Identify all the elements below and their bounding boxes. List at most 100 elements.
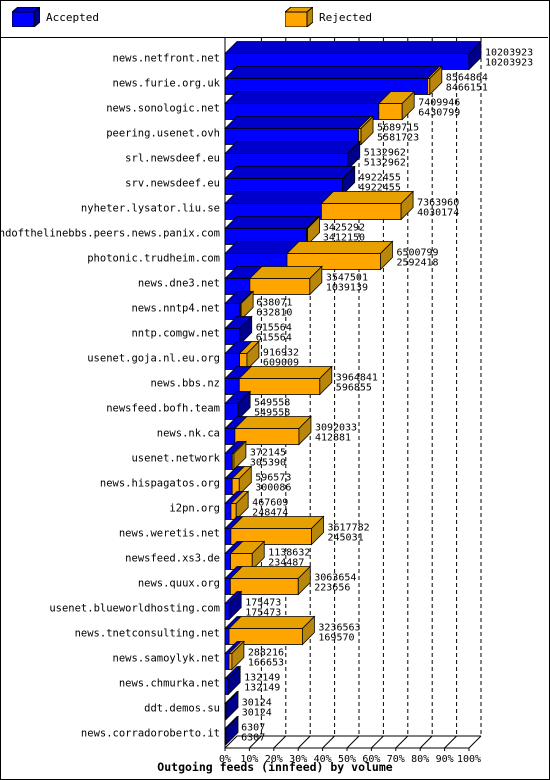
value-label-total: 3617782 bbox=[328, 523, 370, 534]
bar-accepted-side bbox=[468, 40, 482, 71]
value-label-total: 916932 bbox=[263, 348, 299, 359]
category-label: newsfeed.bofh.team bbox=[106, 403, 220, 415]
category-label: peering.usenet.ovh bbox=[106, 128, 220, 140]
value-label-total: 3425292 bbox=[323, 223, 365, 234]
legend-swatch-rejected bbox=[285, 7, 313, 27]
value-label-accepted: 234487 bbox=[268, 558, 304, 569]
category-label: news.dne3.net bbox=[138, 278, 220, 290]
value-label-total: 8564864 bbox=[446, 73, 488, 84]
category-label: newsfeed.xs3.de bbox=[125, 553, 220, 565]
x-tick-label: 100% bbox=[457, 754, 481, 765]
bar-rejected-side bbox=[246, 340, 260, 371]
bar-rejected bbox=[320, 203, 402, 220]
value-label-accepted: 632810 bbox=[256, 308, 292, 319]
legend-label-accepted: Accepted bbox=[46, 10, 99, 24]
value-label-accepted: 596855 bbox=[336, 383, 372, 394]
bar-accepted bbox=[224, 578, 231, 595]
value-label-accepted: 132149 bbox=[244, 683, 280, 694]
bar-accepted-top bbox=[224, 216, 320, 229]
legend: Accepted Rejected bbox=[0, 0, 548, 38]
value-label-total: 596573 bbox=[255, 473, 291, 484]
bar-rejected-top bbox=[229, 566, 312, 579]
bar-accepted bbox=[224, 628, 230, 645]
category-label: news.weretis.net bbox=[119, 528, 220, 540]
bar-rejected-top bbox=[238, 366, 333, 379]
bar-rejected-side bbox=[297, 565, 311, 596]
value-label-accepted: 169570 bbox=[318, 633, 354, 644]
value-label-accepted: 245031 bbox=[328, 533, 364, 544]
value-label-accepted: 166653 bbox=[248, 658, 284, 669]
legend-swatch-accepted bbox=[12, 7, 40, 27]
value-label-total: 3964841 bbox=[336, 373, 378, 384]
bar-rejected-top bbox=[320, 191, 415, 204]
chart-title: Outgoing feeds (innfeed) by volume bbox=[157, 760, 392, 774]
value-label-total: 5689715 bbox=[377, 123, 419, 134]
gridline-depth bbox=[419, 735, 433, 749]
bar-rejected-side bbox=[309, 265, 323, 296]
category-label: news.nntp4.net bbox=[131, 303, 220, 315]
x-tick-label: 80% bbox=[411, 754, 429, 765]
bar-accepted bbox=[224, 453, 233, 470]
bar-rejected-top bbox=[248, 266, 323, 279]
value-label-accepted: 223656 bbox=[314, 583, 350, 594]
value-label-accepted: 615564 bbox=[256, 333, 292, 344]
category-label: news.hispagatos.org bbox=[100, 478, 220, 490]
gridline-depth bbox=[346, 735, 360, 749]
gridline-depth bbox=[371, 735, 384, 749]
value-label-total: 3063654 bbox=[314, 573, 356, 584]
value-label-accepted: 2592418 bbox=[396, 258, 438, 269]
category-label: nyheter.lysator.liu.se bbox=[81, 203, 220, 215]
value-label-total: 175473 bbox=[245, 598, 281, 609]
x-tick-label: 40% bbox=[314, 754, 332, 765]
value-label-accepted: 1039139 bbox=[326, 283, 368, 294]
x-tick-label: 20% bbox=[265, 754, 283, 765]
category-label: news.corradoroberto.it bbox=[81, 728, 220, 740]
bar-rejected-side bbox=[301, 615, 315, 646]
value-label-total: 6307 bbox=[241, 723, 265, 734]
legend-item-accepted: Accepted bbox=[12, 6, 99, 28]
category-label: usenet.network bbox=[131, 453, 220, 465]
bar-rejected bbox=[378, 103, 403, 120]
value-label-accepted: 3412150 bbox=[323, 233, 365, 244]
x-tick-label: 50% bbox=[338, 754, 356, 765]
bar-accepted bbox=[224, 478, 233, 495]
value-label-total: 7409946 bbox=[418, 98, 460, 109]
bar-rejected-side bbox=[298, 415, 312, 446]
bar-rejected-top bbox=[286, 241, 394, 254]
bar-rejected-side bbox=[231, 640, 245, 671]
bar-rejected-side bbox=[240, 290, 254, 321]
value-label-accepted: 175473 bbox=[245, 608, 281, 619]
bar-accepted-side bbox=[225, 690, 239, 721]
category-label: news.netfront.net bbox=[113, 53, 220, 65]
bar-accepted bbox=[224, 428, 236, 445]
value-label-accepted: 412881 bbox=[315, 433, 351, 444]
x-tick-label: 0% bbox=[219, 754, 231, 765]
bar-rejected-top bbox=[233, 416, 312, 429]
bar-accepted-side bbox=[347, 140, 361, 171]
category-label: news.quux.org bbox=[138, 578, 220, 590]
bar-accepted-top bbox=[224, 166, 356, 179]
category-label: srv.newsdeef.eu bbox=[125, 178, 220, 190]
bar-accepted-side bbox=[225, 715, 239, 746]
value-label-total: 4922455 bbox=[359, 173, 401, 184]
bar-accepted-side bbox=[227, 665, 241, 696]
bar-accepted bbox=[224, 553, 232, 570]
value-label-accepted: 609009 bbox=[263, 358, 299, 369]
bar-rejected bbox=[228, 653, 233, 670]
bar-accepted-top bbox=[224, 191, 335, 204]
category-label: news.nk.ca bbox=[157, 428, 220, 440]
bar-rejected bbox=[249, 278, 311, 295]
value-label-total: 30124 bbox=[242, 698, 272, 709]
category-label: usenet.blueworldhosting.com bbox=[49, 603, 220, 615]
value-label-accepted: 8466151 bbox=[446, 83, 488, 94]
bar-rejected-side bbox=[319, 365, 333, 396]
value-label-accepted: 248474 bbox=[252, 508, 288, 519]
bar-accepted bbox=[224, 503, 232, 520]
category-label: news.sonologic.net bbox=[106, 103, 220, 115]
value-label-accepted: 5132962 bbox=[364, 158, 406, 169]
bar-rejected-side bbox=[400, 190, 414, 221]
category-label: usenet.goja.nl.eu.org bbox=[87, 353, 220, 365]
bar-rejected-side bbox=[311, 515, 324, 546]
bar-accepted-top bbox=[224, 41, 482, 54]
